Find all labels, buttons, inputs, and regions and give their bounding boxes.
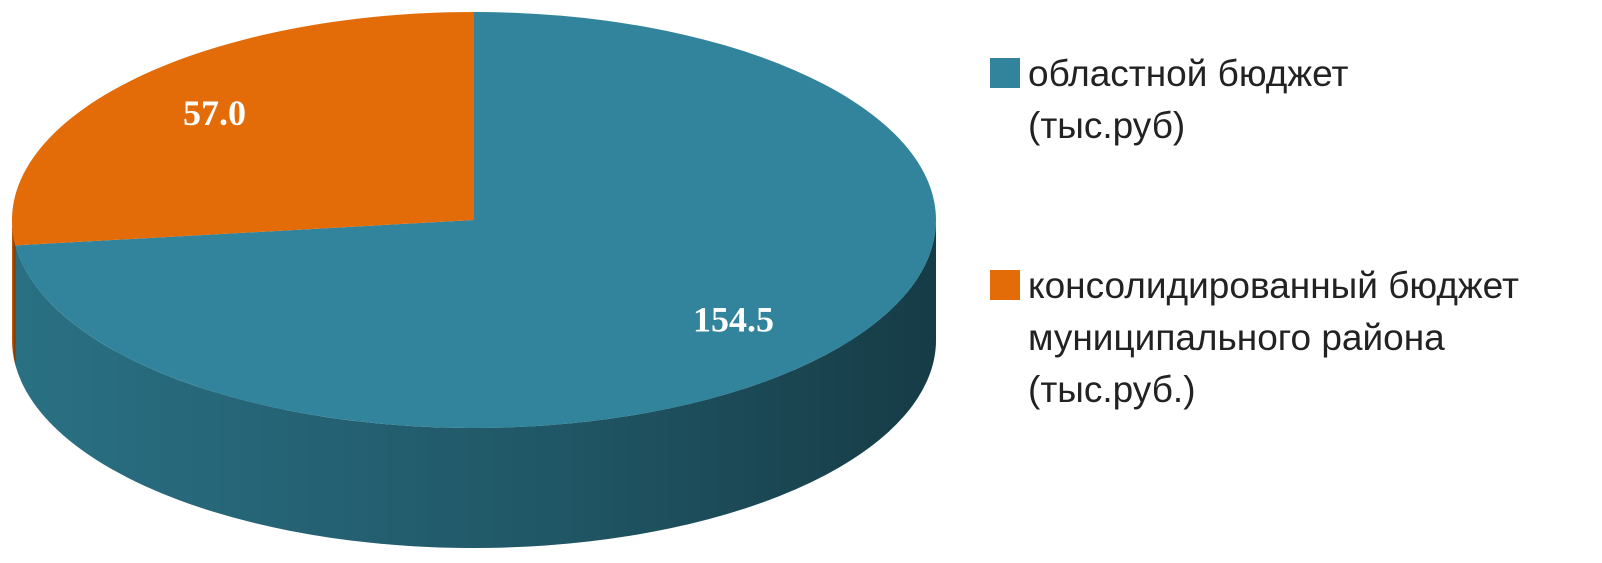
legend-swatch — [990, 58, 1020, 88]
data-label: 154.5 — [693, 300, 774, 340]
pie-side-shade — [12, 220, 16, 366]
legend-entry: консолидированный бюджет муниципального … — [990, 260, 1588, 416]
legend-label: областной бюджет (тыс.руб) — [1028, 53, 1349, 146]
pie-slice — [11, 12, 474, 246]
pie-slice — [15, 12, 937, 429]
chart: 154.5 57.0 — [11, 12, 937, 548]
legend-swatch — [990, 270, 1020, 300]
legend-label: консолидированный бюджет муниципального … — [1028, 265, 1519, 410]
data-label: 57.0 — [183, 93, 246, 133]
legend-entry: областной бюджет (тыс.руб) — [990, 48, 1428, 152]
pie-side-shade — [15, 220, 937, 548]
